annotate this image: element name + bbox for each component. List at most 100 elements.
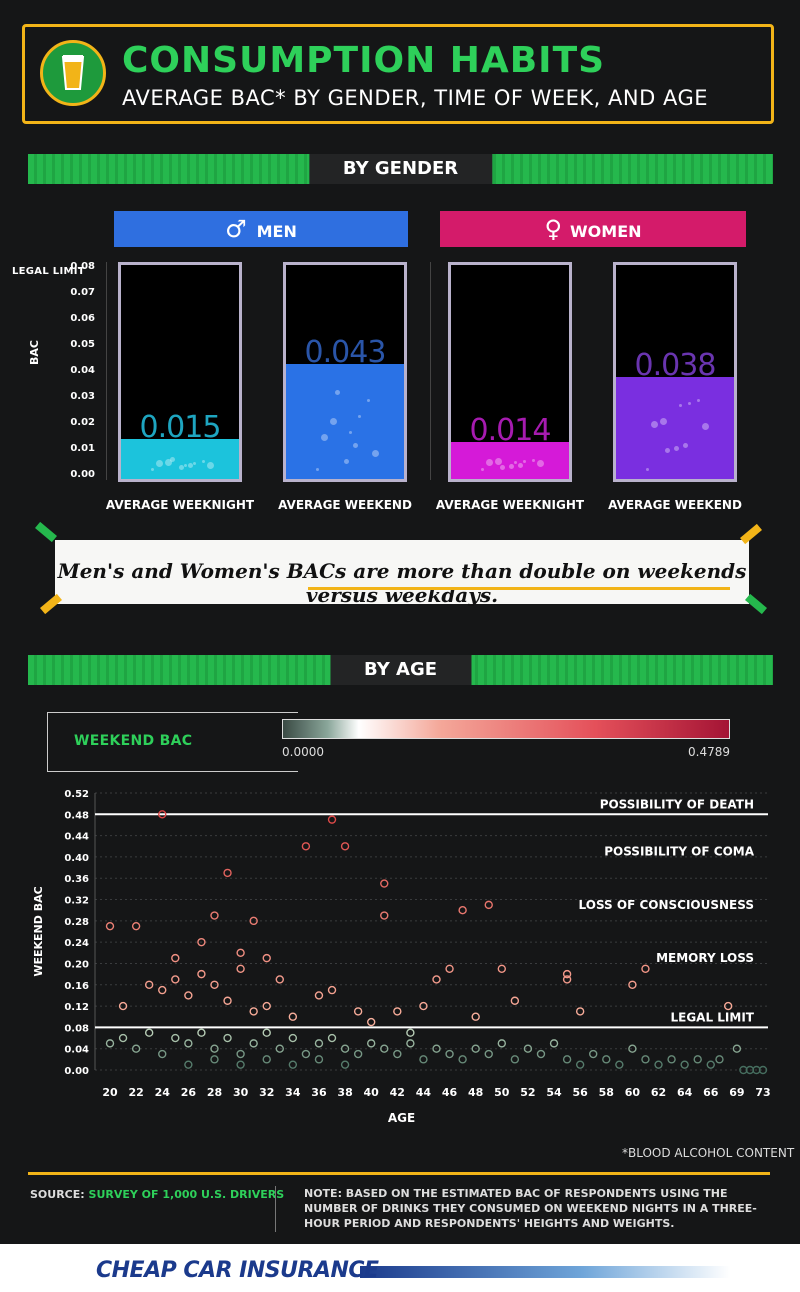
threshold-label: MEMORY LOSS [656, 951, 754, 965]
scatter-point [184, 1060, 193, 1069]
scatter-point [327, 815, 337, 824]
x-tick-label: 60 [625, 1086, 641, 1099]
threshold-label: LOSS OF CONSCIOUSNESS [579, 898, 754, 912]
threshold-label: POSSIBILITY OF DEATH [600, 797, 754, 811]
legend-label: WEEKEND BAC [74, 733, 193, 749]
scatter-point [549, 1039, 559, 1048]
scatter-point [262, 1055, 271, 1064]
source: SOURCE: SURVEY OF 1,000 U.S. DRIVERS [30, 1188, 284, 1201]
bubble [523, 460, 526, 463]
scatter-point [262, 953, 271, 963]
female-symbol-icon: ♀ [544, 215, 563, 243]
bubble [702, 423, 709, 431]
gender-y-tick: 0.04 [70, 365, 95, 376]
x-tick-label: 28 [207, 1086, 222, 1099]
x-tick-label: 36 [311, 1086, 327, 1099]
y-tick-label: 0.28 [64, 917, 89, 928]
scatter-point [340, 842, 350, 851]
scatter-point [393, 1007, 402, 1016]
x-tick-label: 73 [755, 1086, 770, 1099]
footer-note: NOTE: BASED ON THE ESTIMATED BAC OF RESP… [304, 1187, 757, 1230]
callout-text: Men's and Women's BACs are more than dou… [57, 559, 747, 607]
gender-y-axis-line [106, 262, 107, 480]
y-tick-label: 0.16 [64, 981, 89, 992]
bubble [495, 458, 502, 465]
men-header: ♂ MEN [114, 211, 408, 247]
bar-category-label: AVERAGE WEEKNIGHT [105, 498, 255, 512]
bar-fill [616, 377, 734, 479]
x-tick-label: 52 [520, 1086, 535, 1099]
scatter-point [236, 948, 245, 958]
bubble [509, 464, 514, 469]
scatter-point [144, 980, 154, 989]
scatter-point [380, 1044, 389, 1053]
bubble [518, 463, 523, 468]
scatter-point [419, 1055, 428, 1064]
callout-corner-accent [35, 521, 57, 543]
bubble [697, 399, 700, 402]
y-tick-label: 0.52 [64, 789, 89, 800]
scatter-point [706, 1060, 715, 1069]
x-tick-label: 58 [599, 1086, 614, 1099]
scatter-point [432, 1044, 441, 1053]
scatter-point [484, 1049, 493, 1059]
bubble [500, 465, 505, 470]
scatter-point [301, 1049, 311, 1059]
gender-y-tick: 0.01 [70, 443, 95, 454]
x-tick-label: 54 [546, 1086, 562, 1099]
scatter-point [118, 1001, 128, 1011]
gender-y-tick: 0.08 [70, 261, 95, 272]
gender-y-tick: 0.00 [70, 469, 95, 480]
scatter-point [262, 1001, 271, 1011]
scatter-point [249, 1039, 258, 1048]
x-tick-label: 24 [155, 1086, 171, 1099]
scatter-point [419, 1001, 428, 1011]
x-tick-label: 42 [390, 1086, 405, 1099]
scatter-point [236, 1049, 245, 1059]
scatter-point [615, 1060, 624, 1069]
scatter-point [171, 975, 180, 984]
scatter-point [288, 1012, 298, 1021]
scatter-point [105, 921, 115, 931]
scatter-point [654, 1060, 663, 1069]
scatter-point [236, 964, 245, 973]
bubble [660, 418, 667, 425]
scatter-point [105, 1039, 115, 1048]
women-header: ♀ WOMEN [440, 211, 746, 247]
bar-women-weeknight: 0.014 [448, 262, 572, 482]
scatter-point [575, 1007, 585, 1016]
x-tick-label: 48 [468, 1086, 483, 1099]
scatter-point [249, 1007, 258, 1016]
scatter-point [510, 996, 520, 1005]
gender-y-axis-label: BAC [28, 340, 41, 365]
section-title-gender: BY GENDER [308, 154, 493, 184]
scatter-point [144, 1028, 154, 1037]
legend-min: 0.0000 [282, 745, 324, 759]
scatter-point [406, 1028, 415, 1037]
bubble [193, 461, 196, 465]
scatter-point [184, 991, 193, 1000]
scatter-point [471, 1044, 480, 1053]
scatter-point [445, 1049, 454, 1059]
scatter-point [667, 1055, 676, 1064]
bubble [651, 420, 658, 428]
scatter-point [680, 1060, 689, 1069]
scatter-point [275, 1044, 284, 1053]
bubble [358, 415, 361, 419]
men-label: MEN [256, 222, 297, 241]
x-axis-label: AGE [388, 1111, 415, 1125]
beer-glass-icon [61, 55, 85, 90]
scatter-point [197, 1028, 206, 1037]
scatter-point [223, 1033, 232, 1043]
gender-y-tick: 0.06 [70, 313, 95, 324]
scatter-point [562, 975, 572, 984]
scatter-point [723, 1001, 733, 1011]
scatter-point [575, 1060, 585, 1069]
scatter-point [210, 1055, 219, 1064]
callout-underline [308, 587, 730, 590]
scatter-point [715, 1055, 724, 1064]
threshold-label: POSSIBILITY OF COMA [604, 845, 755, 859]
legend-color-gradient [282, 719, 730, 739]
scatter-point [510, 1055, 520, 1064]
scatter-point [223, 996, 232, 1005]
